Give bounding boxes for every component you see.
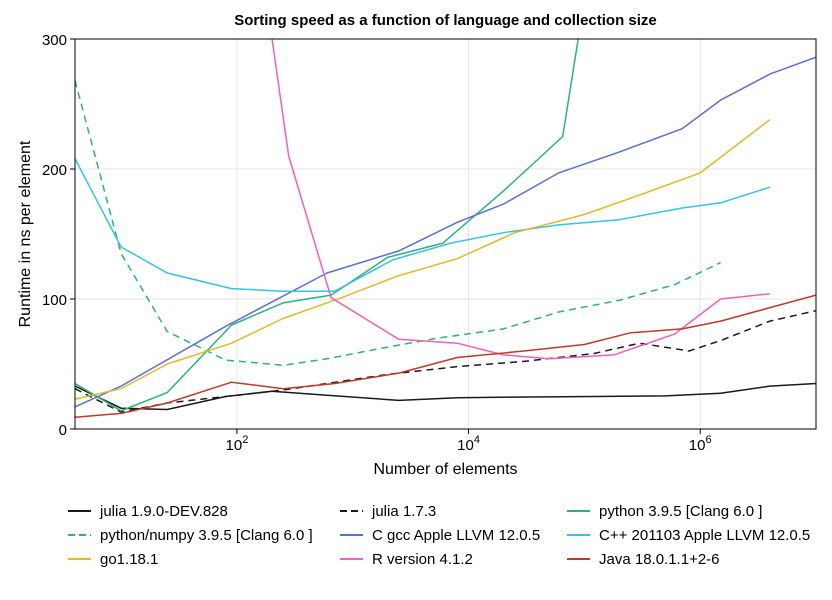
legend-item: Java 18.0.1.1+2-6 (567, 549, 720, 569)
plot-frame (74, 38, 817, 430)
y-axis-label: Runtime in ns per element (17, 140, 34, 327)
legend-swatch (68, 534, 91, 536)
y-tick-label: 100 (42, 292, 67, 309)
y-tick-label: 0 (59, 422, 67, 439)
legend-item: python 3.9.5 [Clang 6.0 ] (567, 501, 762, 521)
series-line-5 (75, 56, 816, 408)
y-tick-label: 200 (42, 162, 67, 179)
series-line-6 (75, 158, 771, 292)
legend-swatch (567, 558, 590, 560)
legend-swatch (567, 510, 590, 512)
legend-label: R version 4.1.2 (372, 550, 473, 568)
legend-item: R version 4.1.2 (340, 549, 473, 569)
legend-label: python/numpy 3.9.5 [Clang 6.0 ] (100, 526, 313, 544)
legend-label: go1.18.1 (100, 550, 159, 568)
y-tick-label: 300 (42, 32, 67, 49)
x-tick-label: 102 (226, 434, 249, 454)
legend-item: julia 1.7.3 (340, 501, 436, 521)
legend-item: python/numpy 3.9.5 [Clang 6.0 ] (68, 525, 313, 545)
legend-item: C gcc Apple LLVM 12.0.5 (340, 525, 540, 545)
legend-swatch (567, 534, 590, 536)
legend-label: julia 1.9.0-DEV.828 (100, 502, 228, 520)
series-line-1 (75, 382, 816, 411)
series-lines (75, 39, 816, 419)
series-line-3 (75, 39, 579, 412)
legend-label: C++ 201103 Apple LLVM 12.0.5 (599, 526, 811, 544)
legend-label: python 3.9.5 [Clang 6.0 ] (599, 502, 763, 520)
chart-title: Sorting speed as a function of language … (234, 12, 657, 29)
y-axis-ticks: 0 100 200 300 (42, 32, 75, 439)
series-line-4 (75, 80, 721, 367)
legend-label: julia 1.7.3 (372, 502, 437, 520)
x-axis-label: Number of elements (373, 461, 517, 478)
legend-item: C++ 201103 Apple LLVM 12.0.5 (567, 525, 810, 545)
legend-swatch (340, 534, 363, 536)
series-line-7 (75, 119, 771, 400)
legend-swatch (340, 558, 363, 560)
series-line-8 (271, 39, 770, 360)
legend-label: C gcc Apple LLVM 12.0.5 (372, 526, 541, 544)
x-tick-label: 106 (689, 434, 712, 454)
legend-swatch (68, 510, 91, 512)
series-line-9 (75, 294, 816, 419)
x-axis-ticks: 102 104 106 (226, 429, 712, 454)
grid-lines (75, 38, 816, 430)
legend-swatch (68, 558, 91, 560)
legend-label: Java 18.0.1.1+2-6 (599, 550, 720, 568)
legend-item: julia 1.9.0-DEV.828 (68, 501, 228, 521)
legend-swatch (340, 510, 363, 512)
x-tick-label: 104 (457, 434, 480, 454)
legend-item: go1.18.1 (68, 549, 158, 569)
